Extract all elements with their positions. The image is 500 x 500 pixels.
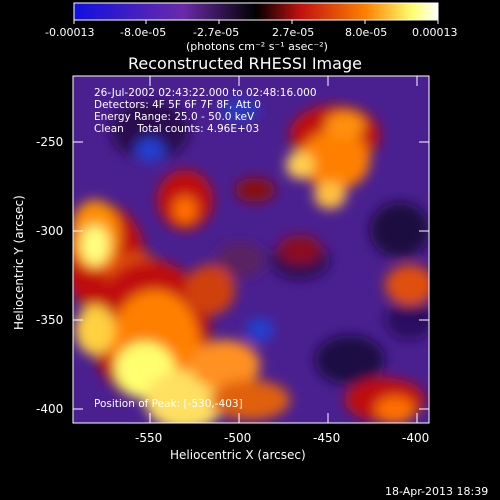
x-tick-3: -450 [313,431,340,445]
x-axis-label: Heliocentric X (arcsec) [170,448,306,462]
colorbar-tick-3: -2.7e-05 [193,26,239,39]
colorbar-tick-4: 2.7e-05 [272,26,314,39]
x-tick-4: -400 [402,431,429,445]
y-axis-label: Heliocentric Y (arcsec) [12,195,26,330]
colorbar-tick-6: 0.00013 [412,26,458,39]
y-tick-1: -250 [36,135,63,149]
overlay-time-range: 26-Jul-2002 02:43:22.000 to 02:48:16.000 [94,87,317,99]
plot-frame [72,75,430,424]
footer-timestamp: 18-Apr-2013 18:39 [385,485,488,498]
x-tick-1: -550 [135,431,162,445]
colorbar-tick-5: 8.0e-05 [345,26,387,39]
hxr-image [73,76,429,423]
overlay-detectors: Detectors: 4F 5F 6F 7F 8F, Att 0 [94,99,261,111]
axis-ticks [73,76,429,423]
y-tick-2: -300 [36,224,63,238]
overlay-info: 26-Jul-2002 02:43:22.000 to 02:48:16.000… [94,87,317,410]
overlay-method: Clean Total counts: 4.96E+03 [94,123,259,135]
colorbar-unit-label: (photons cm⁻² s⁻¹ asec⁻²) [186,40,328,53]
overlay-energy-range: Energy Range: 25.0 - 50.0 keV [94,111,255,123]
colorbar-tick-2: -8.0e-05 [120,26,166,39]
colorbar-tick-1: -0.00013 [45,26,94,39]
y-tick-4: -400 [36,402,63,416]
overlay-peak-position: Position of Peak: [-530,-403] [94,398,243,410]
y-tick-3: -350 [36,313,63,327]
colorbar: -0.00013 -8.0e-05 -2.7e-05 2.7e-05 8.0e-… [45,2,458,53]
x-tick-2: -500 [224,431,251,445]
plot-title: Reconstructed RHESSI Image [128,54,362,73]
